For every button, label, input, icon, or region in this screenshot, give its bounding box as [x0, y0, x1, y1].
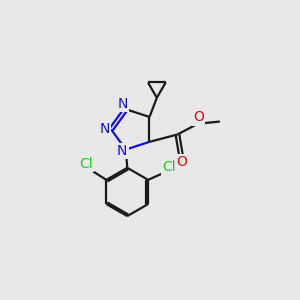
Text: N: N	[117, 144, 128, 158]
Text: O: O	[177, 155, 188, 169]
Text: N: N	[100, 122, 110, 136]
Text: O: O	[193, 110, 204, 124]
Text: Cl: Cl	[162, 160, 175, 174]
Text: Cl: Cl	[79, 157, 92, 171]
Text: N: N	[118, 97, 128, 111]
